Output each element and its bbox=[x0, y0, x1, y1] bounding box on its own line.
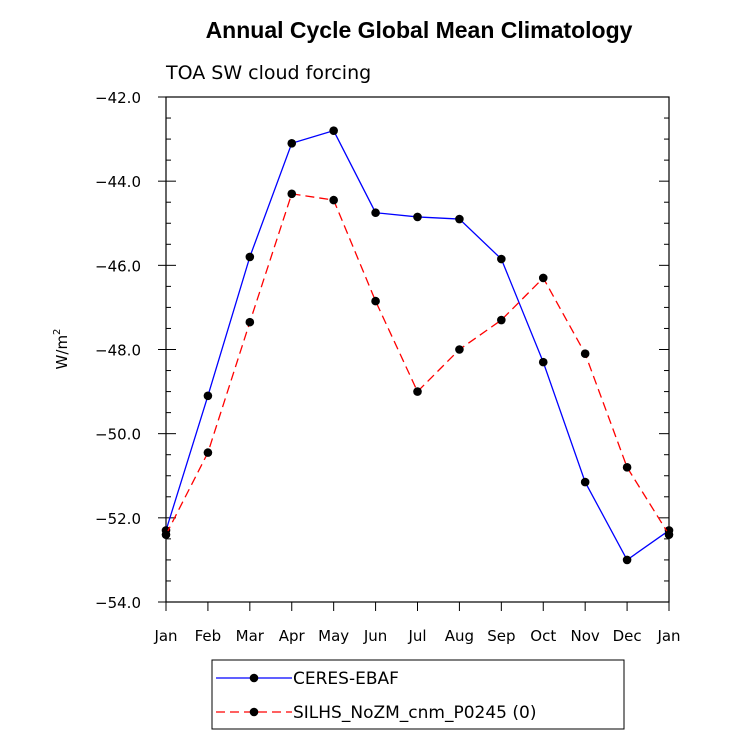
x-tick-label: Dec bbox=[613, 627, 642, 645]
legend-label: CERES-EBAF bbox=[293, 669, 399, 689]
data-point bbox=[538, 273, 548, 283]
data-point bbox=[413, 212, 422, 222]
chart-subtitle: TOA SW cloud forcing bbox=[165, 62, 371, 84]
series-layer bbox=[161, 126, 674, 565]
data-point bbox=[497, 254, 506, 264]
x-tick-label: Oct bbox=[530, 627, 556, 645]
data-point bbox=[413, 387, 422, 396]
x-tick-label: Sep bbox=[487, 627, 515, 645]
series-line bbox=[165, 193, 670, 536]
x-tick-label: May bbox=[318, 627, 349, 645]
data-point bbox=[455, 345, 464, 354]
data-point bbox=[203, 391, 213, 401]
y-tick-label: −48.0 bbox=[95, 342, 141, 360]
data-point bbox=[245, 252, 255, 262]
data-point bbox=[622, 555, 632, 565]
x-tick-label: Apr bbox=[279, 627, 306, 645]
series-1 bbox=[161, 126, 674, 565]
x-tick-label: Jan bbox=[153, 627, 177, 645]
legend-marker bbox=[249, 707, 259, 717]
x-tick-label: Jul bbox=[407, 627, 426, 645]
y-axis-label-superscript: 2 bbox=[52, 329, 63, 335]
data-point bbox=[329, 195, 338, 205]
data-point bbox=[287, 138, 297, 148]
data-point bbox=[203, 448, 213, 457]
y-tick-label: −50.0 bbox=[95, 426, 141, 444]
data-point bbox=[329, 126, 338, 135]
y-axis-label-base: W/m bbox=[53, 335, 71, 370]
x-tick-label: Aug bbox=[445, 627, 474, 645]
data-point bbox=[371, 208, 380, 218]
data-point bbox=[580, 477, 590, 487]
legend-label: SILHS_NoZM_cnm_P0245 (0) bbox=[293, 703, 536, 723]
y-tick-label: −54.0 bbox=[95, 594, 141, 612]
series-line bbox=[165, 129, 670, 561]
legend-entry: CERES-EBAF bbox=[216, 669, 399, 689]
x-tick-label: Nov bbox=[571, 627, 600, 645]
y-tick-labels: −42.0 −44.0 −46.0 −48.0 −50.0 −52.0 −54.0 bbox=[95, 89, 141, 612]
y-tick-label: −44.0 bbox=[95, 173, 141, 191]
legend: CERES-EBAF SILHS_NoZM_cnm_P0245 (0) bbox=[216, 669, 536, 723]
y-tick-label: −42.0 bbox=[95, 89, 141, 107]
x-tick-labels: Jan Feb Mar Apr May Jun Jul Aug Sep Oct Nov Dec Jan bbox=[153, 627, 680, 645]
y-axis-label: W/m2 bbox=[52, 329, 71, 370]
x-tick-label: Jan bbox=[656, 627, 680, 645]
data-point bbox=[497, 315, 506, 325]
data-point bbox=[287, 189, 297, 199]
data-point bbox=[580, 349, 590, 359]
chart-title: Annual Cycle Global Mean Climatology bbox=[206, 17, 633, 43]
axis-ticks bbox=[158, 96, 670, 611]
data-point bbox=[245, 317, 255, 327]
data-point bbox=[371, 296, 380, 306]
legend-entry: SILHS_NoZM_cnm_P0245 (0) bbox=[216, 703, 536, 723]
y-tick-label: −52.0 bbox=[95, 510, 141, 528]
x-tick-label: Jun bbox=[363, 627, 387, 645]
x-tick-label: Feb bbox=[195, 627, 222, 645]
series-2 bbox=[161, 189, 674, 539]
data-point bbox=[664, 530, 674, 539]
data-point bbox=[622, 463, 632, 472]
x-tick-label: Mar bbox=[236, 627, 265, 645]
legend-box bbox=[211, 659, 625, 730]
y-tick-label: −46.0 bbox=[95, 257, 141, 275]
data-point bbox=[455, 214, 464, 224]
data-point bbox=[538, 357, 548, 367]
legend-marker bbox=[249, 673, 259, 683]
data-point bbox=[161, 530, 171, 539]
